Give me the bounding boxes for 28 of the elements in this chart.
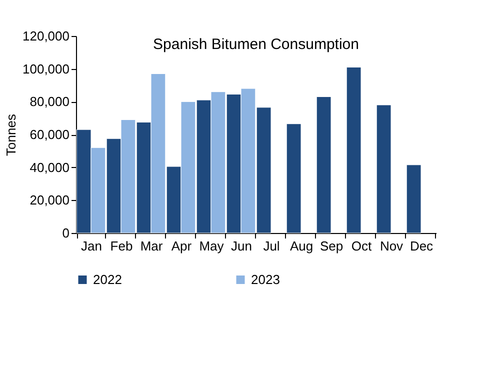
x-tick-label: Jun xyxy=(231,238,252,254)
x-tick-label: Aug xyxy=(290,238,314,254)
bar xyxy=(316,96,332,234)
x-tick-label: Feb xyxy=(110,238,133,254)
bar xyxy=(286,124,302,234)
y-tick-label: 40,000 xyxy=(30,160,70,175)
y-axis-title: Tonnes xyxy=(4,114,19,156)
y-tick-label: 20,000 xyxy=(30,192,70,208)
y-tick-label: 120,000 xyxy=(22,28,70,44)
chart-title: Spanish Bitumen Consumption xyxy=(153,36,359,53)
x-tick-label: Jul xyxy=(263,238,280,254)
legend-label: 2023 xyxy=(251,272,280,287)
y-tick-label: 60,000 xyxy=(30,127,70,142)
y-tick-label: 0 xyxy=(62,226,70,240)
x-tick-label: May xyxy=(199,238,224,254)
x-tick-label: Jan xyxy=(81,238,102,254)
x-tick-label: Apr xyxy=(171,238,192,254)
y-tick-label: 100,000 xyxy=(22,61,70,76)
x-tick-label: Dec xyxy=(410,238,434,254)
bar xyxy=(376,104,392,234)
y-tick-label: 80,000 xyxy=(30,94,70,110)
bar xyxy=(406,164,422,234)
x-tick-label: Sep xyxy=(320,238,344,254)
x-tick-label: Mar xyxy=(140,238,164,254)
x-tick-label: Nov xyxy=(380,238,404,254)
legend-label: 2022 xyxy=(93,272,122,287)
x-tick-label: Oct xyxy=(351,238,372,254)
bar xyxy=(346,66,362,234)
